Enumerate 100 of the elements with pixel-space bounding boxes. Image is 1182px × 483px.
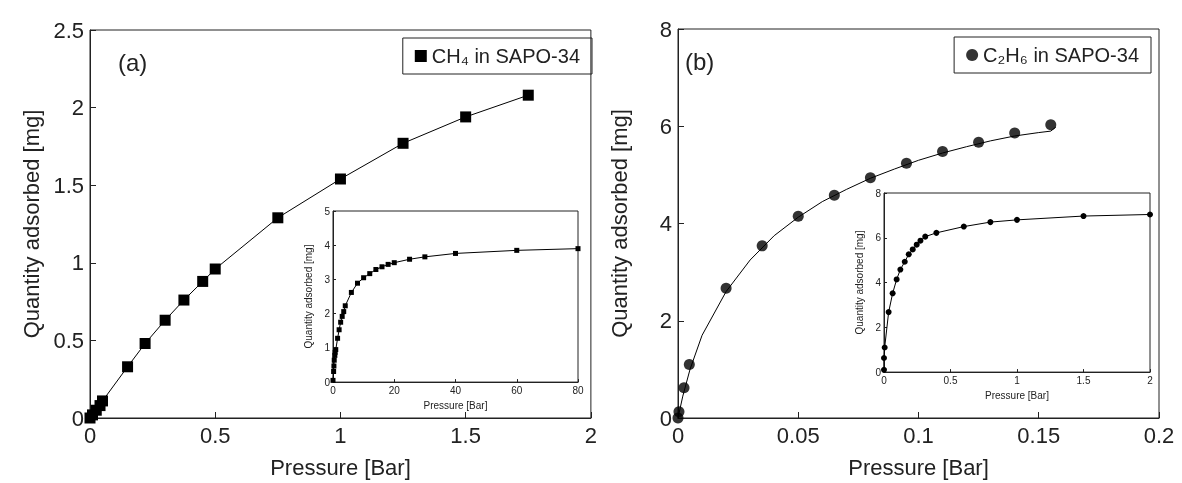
x-tick-label: 0.2 [1143, 422, 1175, 448]
point [339, 313, 345, 319]
point [756, 240, 768, 252]
legend-label: C₂H₆ in SAPO-34 [983, 44, 1140, 66]
x-tick-label: 1 [1014, 374, 1021, 386]
x-tick-label: 0.15 [1017, 422, 1061, 448]
point [336, 327, 342, 333]
x-tick-label: 0.1 [903, 422, 934, 448]
y-tick-label: 1 [71, 250, 84, 276]
point [391, 260, 397, 266]
point [334, 173, 346, 185]
x-tick-label: 1.5 [1076, 374, 1091, 386]
point [272, 212, 284, 224]
point [397, 137, 409, 149]
x-axis-title: Pressure [Bar] [270, 454, 411, 480]
point [178, 294, 190, 306]
point [338, 319, 344, 325]
x-tick-label: 1.5 [450, 422, 481, 448]
point [828, 189, 840, 201]
point [373, 267, 379, 273]
y-axis-title: Quantity adsorbed [mg] [18, 109, 44, 339]
y-tick-label: 2 [659, 308, 672, 334]
point [909, 246, 916, 253]
point [933, 229, 940, 236]
point [341, 309, 347, 315]
legend-label: CH₄ in SAPO-34 [431, 45, 581, 67]
point [720, 282, 732, 294]
point [361, 275, 367, 281]
point [355, 280, 360, 286]
y-tick-label: 6 [659, 113, 672, 139]
point [335, 335, 341, 341]
y-axis-title: Quantity adsorbed [mg] [854, 230, 866, 335]
point [889, 290, 896, 297]
point [342, 303, 348, 309]
point [905, 251, 912, 258]
y-tick-label: 2 [875, 321, 882, 333]
point [575, 246, 581, 252]
point [1009, 127, 1021, 139]
point [937, 146, 949, 158]
point [139, 338, 151, 349]
point [348, 289, 354, 295]
point [683, 359, 695, 371]
x-tick-label: 60 [511, 384, 523, 396]
y-tick-label: 8 [659, 16, 672, 42]
point [97, 395, 109, 407]
y-tick-label: 6 [875, 232, 882, 244]
point [960, 223, 967, 230]
y-tick-label: 2 [71, 95, 84, 121]
x-axis-title: Pressure [Bar] [848, 454, 989, 480]
x-axis-title: Pressure [Bar] [985, 389, 1050, 401]
point [792, 210, 804, 222]
point [422, 254, 428, 260]
x-tick-label: 40 [449, 384, 462, 396]
y-tick-label: 0 [875, 366, 882, 378]
y-tick-label: 3 [324, 273, 331, 285]
annotation: (b) [685, 47, 715, 75]
point [893, 276, 900, 283]
point [901, 258, 908, 265]
point [453, 250, 458, 256]
x-axis-title: Pressure [Bar] [423, 399, 488, 411]
point [331, 368, 337, 374]
point [881, 355, 887, 361]
y-tick-label: 4 [324, 239, 331, 251]
point [917, 237, 924, 244]
point [379, 264, 385, 270]
point [913, 241, 920, 248]
x-tick-label: 0.5 [199, 422, 231, 448]
point [897, 266, 904, 273]
y-tick-label: 2 [324, 308, 331, 320]
y-tick-label: 0.5 [53, 327, 84, 353]
point [987, 219, 994, 226]
y-tick-label: 0 [659, 405, 672, 431]
y-axis-title: Quantity adsorbed [mg] [606, 109, 632, 338]
point [1014, 216, 1020, 223]
y-tick-label: 4 [875, 277, 882, 289]
y-tick-label: 1 [324, 342, 331, 354]
x-tick-label: 80 [572, 384, 584, 396]
y-tick-label: 2.5 [53, 17, 84, 43]
point [385, 261, 391, 267]
point [331, 363, 337, 369]
y-tick-label: 5 [324, 205, 331, 217]
y-tick-label: 1.5 [53, 172, 84, 198]
point [159, 314, 171, 326]
point [514, 247, 520, 253]
point [1147, 211, 1153, 218]
y-axis-title: Quantity adsorbed [mg] [303, 244, 315, 349]
point [1045, 119, 1057, 131]
point [460, 111, 472, 123]
x-tick-label: 2 [584, 422, 598, 448]
point [1080, 213, 1087, 220]
point [522, 89, 534, 101]
point [367, 271, 373, 277]
y-tick-label: 0 [71, 405, 84, 431]
point [407, 256, 413, 262]
point [122, 361, 134, 373]
point [864, 172, 876, 184]
point [922, 233, 929, 240]
point [973, 136, 985, 148]
x-tick-label: 2 [1147, 374, 1154, 386]
x-tick-label: 0.05 [776, 422, 820, 448]
